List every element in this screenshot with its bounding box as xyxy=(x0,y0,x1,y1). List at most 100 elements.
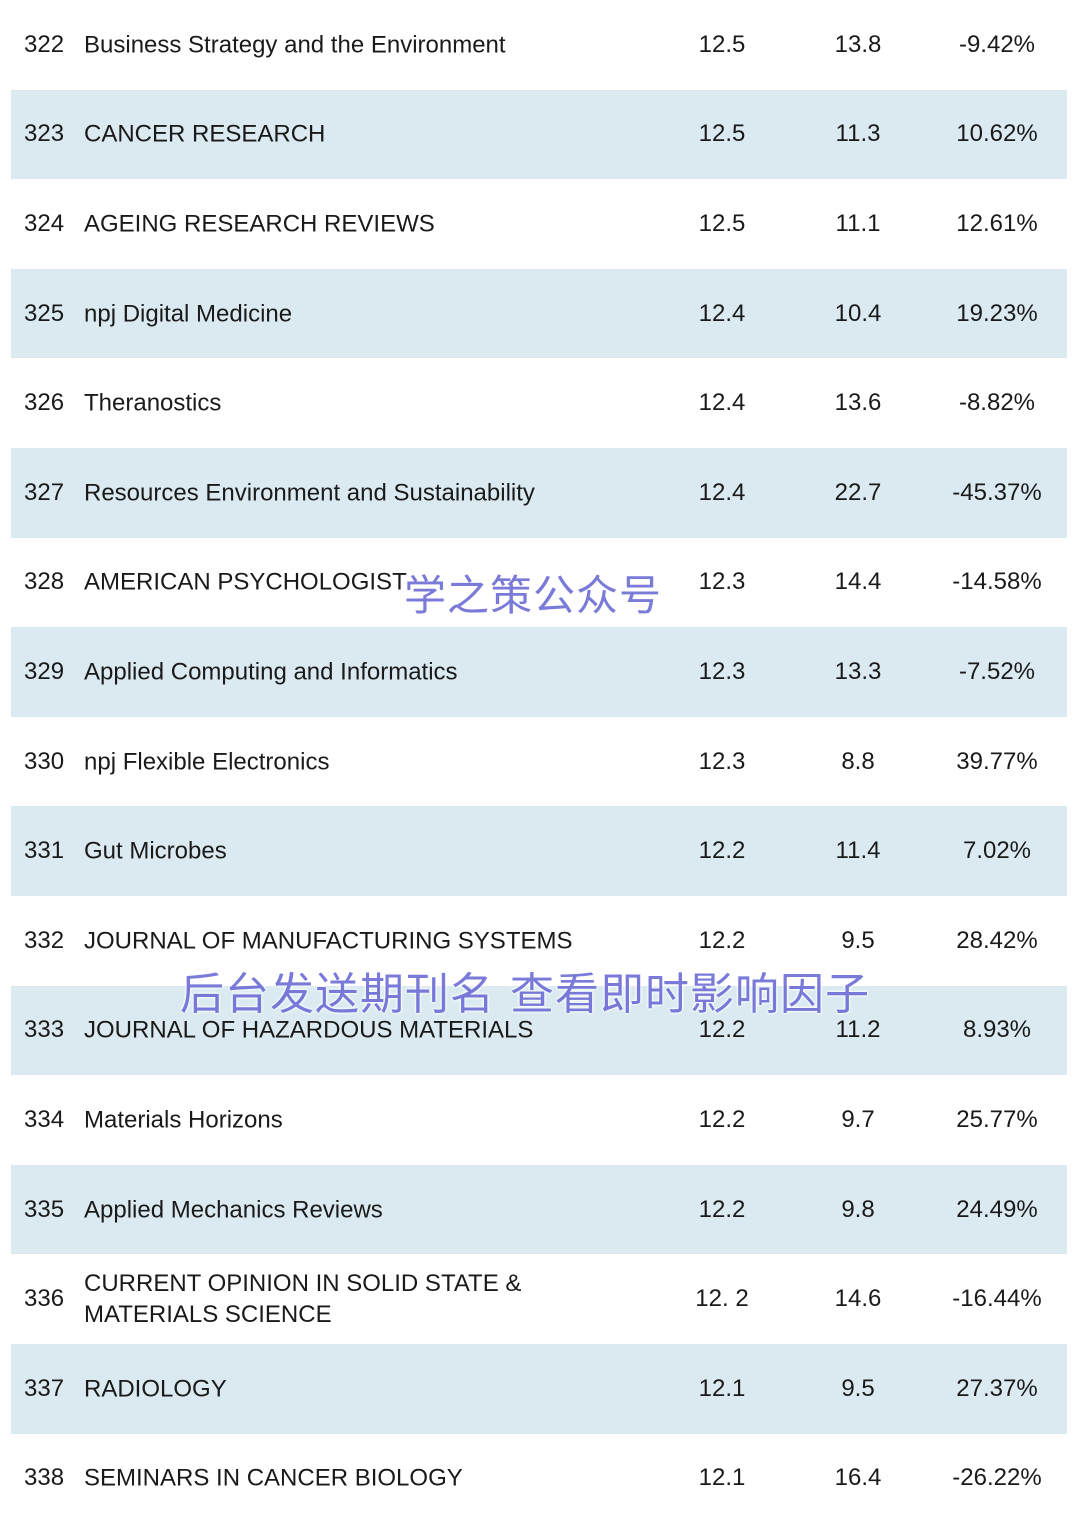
change-percent-cell: 8.93% xyxy=(962,1016,1032,1044)
impact-factor-old-cell: 14.6 xyxy=(834,1285,882,1313)
table-row: 328 AMERICAN PSYCHOLOGIST 12.3 14.4 -14.… xyxy=(11,538,1067,628)
table-row: 334 Materials Horizons 12.2 9.7 25.77% xyxy=(11,1075,1067,1165)
table-row: 335 Applied Mechanics Reviews 12.2 9.8 2… xyxy=(11,1164,1067,1255)
journal-name-cell: Business Strategy and the Environment xyxy=(84,31,506,59)
change-percent-cell: -45.37% xyxy=(952,478,1042,506)
account-watermark: 学之策公众号 xyxy=(404,571,663,620)
impact-factor-old-cell: 16.4 xyxy=(834,1464,882,1492)
table-row: 337 RADIOLOGY 12.1 9.5 27.37% xyxy=(11,1343,1067,1434)
impact-factor-old-cell: 9.5 xyxy=(841,1374,875,1402)
journal-name-cell: RADIOLOGY xyxy=(84,1375,227,1403)
rank-cell: 338 xyxy=(24,1464,65,1492)
table-row: 333 JOURNAL OF HAZARDOUS MATERIALS 12.2 … xyxy=(11,985,1067,1076)
journal-name-cell: AMERICAN PSYCHOLOGIST xyxy=(84,568,407,596)
change-percent-cell: 19.23% xyxy=(956,299,1038,327)
change-percent-cell: 7.02% xyxy=(962,837,1032,865)
impact-factor-old-cell: 22.7 xyxy=(834,478,882,506)
impact-factor-old-cell: 9.8 xyxy=(841,1195,875,1223)
impact-factor-old-cell: 11.1 xyxy=(835,209,881,237)
table-row: 326 Theranostics 12.4 13.6 -8.82% xyxy=(11,358,1067,448)
impact-factor-new-cell: 12.2 xyxy=(698,1195,746,1223)
table-row: 327 Resources Environment and Sustainabi… xyxy=(11,447,1067,538)
impact-factor-old-cell: 11.3 xyxy=(835,120,881,148)
journal-name-cell: Materials Horizons xyxy=(84,1106,283,1134)
journal-ranking-table: 322 Business Strategy and the Environmen… xyxy=(11,0,1067,1523)
rank-cell: 333 xyxy=(24,1016,65,1044)
rank-cell: 332 xyxy=(24,926,65,954)
impact-factor-new-cell: 12.3 xyxy=(698,747,746,775)
impact-factor-new-cell: 12.2 xyxy=(698,837,746,865)
rank-cell: 326 xyxy=(24,389,65,417)
impact-factor-new-cell: 12.4 xyxy=(698,299,746,327)
journal-name-cell: Applied Mechanics Reviews xyxy=(84,1196,383,1224)
change-percent-cell: -14.58% xyxy=(952,568,1042,596)
rank-cell: 323 xyxy=(24,120,65,148)
impact-factor-new-cell: 12.1 xyxy=(698,1464,746,1492)
rank-cell: 329 xyxy=(24,657,65,685)
impact-factor-new-cell: 12.4 xyxy=(698,389,746,417)
journal-name-cell: CURRENT OPINION IN SOLID STATE & MATERIA… xyxy=(84,1270,522,1329)
impact-factor-new-cell: 12.2 xyxy=(698,1016,746,1044)
journal-name-cell: npj Flexible Electronics xyxy=(84,748,330,776)
table-row: 330 npj Flexible Electronics 12.3 8.8 39… xyxy=(11,717,1067,807)
rank-cell: 324 xyxy=(24,209,65,237)
impact-factor-new-cell: 12. 2 xyxy=(695,1285,749,1313)
journal-name-cell: npj Digital Medicine xyxy=(84,300,293,328)
change-percent-cell: -8.82% xyxy=(958,389,1036,417)
table-row: 329 Applied Computing and Informatics 12… xyxy=(11,627,1067,717)
table-row: 338 SEMINARS IN CANCER BIOLOGY 12.1 16.4… xyxy=(11,1434,1067,1524)
impact-factor-old-cell: 11.2 xyxy=(835,1016,881,1044)
change-percent-cell: 10.62% xyxy=(956,120,1038,148)
journal-name-cell: Applied Computing and Informatics xyxy=(84,658,458,686)
journal-name-cell: Gut Microbes xyxy=(84,837,227,865)
impact-factor-new-cell: 12.1 xyxy=(698,1374,746,1402)
impact-factor-new-cell: 12.3 xyxy=(698,568,746,596)
change-percent-cell: 39.77% xyxy=(956,747,1038,775)
rank-cell: 335 xyxy=(24,1195,65,1223)
journal-name-cell: Theranostics xyxy=(84,389,222,417)
change-percent-cell: 25.77% xyxy=(956,1105,1038,1133)
rank-cell: 331 xyxy=(24,837,65,865)
journal-name-cell: Resources Environment and Sustainability xyxy=(84,479,535,507)
table-row: 325 npj Digital Medicine 12.4 10.4 19.23… xyxy=(11,268,1067,359)
table-row: 336 CURRENT OPINION IN SOLID STATE & MAT… xyxy=(11,1254,1067,1344)
rank-cell: 328 xyxy=(24,568,65,596)
table-row: 332 JOURNAL OF MANUFACTURING SYSTEMS 12.… xyxy=(11,896,1067,986)
rank-cell: 337 xyxy=(24,1374,65,1402)
journal-name-cell: JOURNAL OF MANUFACTURING SYSTEMS xyxy=(84,927,573,955)
journal-name-cell: SEMINARS IN CANCER BIOLOGY xyxy=(84,1464,463,1492)
rank-cell: 336 xyxy=(24,1285,65,1313)
impact-factor-new-cell: 12.3 xyxy=(698,657,746,685)
table-row: 323 CANCER RESEARCH 12.5 11.3 10.62% xyxy=(11,89,1067,180)
impact-factor-old-cell: 9.5 xyxy=(841,926,875,954)
change-percent-cell: -16.44% xyxy=(952,1285,1042,1313)
change-percent-cell: 28.42% xyxy=(956,926,1038,954)
rank-cell: 334 xyxy=(24,1105,65,1133)
impact-factor-new-cell: 12.4 xyxy=(698,478,746,506)
promo-watermark: 后台发送期刊名 查看即时影响因子 xyxy=(180,969,870,1020)
impact-factor-new-cell: 12.5 xyxy=(698,30,746,58)
change-percent-cell: -7.52% xyxy=(958,657,1036,685)
journal-name-cell: CANCER RESEARCH xyxy=(84,120,326,148)
table-row: 322 Business Strategy and the Environmen… xyxy=(11,0,1067,90)
rank-cell: 322 xyxy=(24,30,65,58)
change-percent-cell: 27.37% xyxy=(956,1374,1038,1402)
impact-factor-old-cell: 14.4 xyxy=(834,568,882,596)
impact-factor-new-cell: 12.2 xyxy=(698,1105,746,1133)
change-percent-cell: 12.61% xyxy=(956,209,1038,237)
impact-factor-old-cell: 13.3 xyxy=(834,657,882,685)
change-percent-cell: -26.22% xyxy=(952,1464,1042,1492)
journal-name-cell: AGEING RESEARCH REVIEWS xyxy=(84,210,435,238)
impact-factor-old-cell: 13.6 xyxy=(834,389,882,417)
impact-factor-old-cell: 8.8 xyxy=(841,747,875,775)
change-percent-cell: 24.49% xyxy=(956,1195,1038,1223)
rank-cell: 330 xyxy=(24,747,65,775)
impact-factor-old-cell: 9.7 xyxy=(841,1105,875,1133)
rank-cell: 327 xyxy=(24,478,65,506)
table-row: 331 Gut Microbes 12.2 11.4 7.02% xyxy=(11,806,1067,896)
impact-factor-new-cell: 12.5 xyxy=(698,120,746,148)
rank-cell: 325 xyxy=(24,299,65,327)
change-percent-cell: -9.42% xyxy=(958,30,1036,58)
journal-name-cell: JOURNAL OF HAZARDOUS MATERIALS xyxy=(84,1016,534,1044)
impact-factor-old-cell: 10.4 xyxy=(834,299,882,327)
